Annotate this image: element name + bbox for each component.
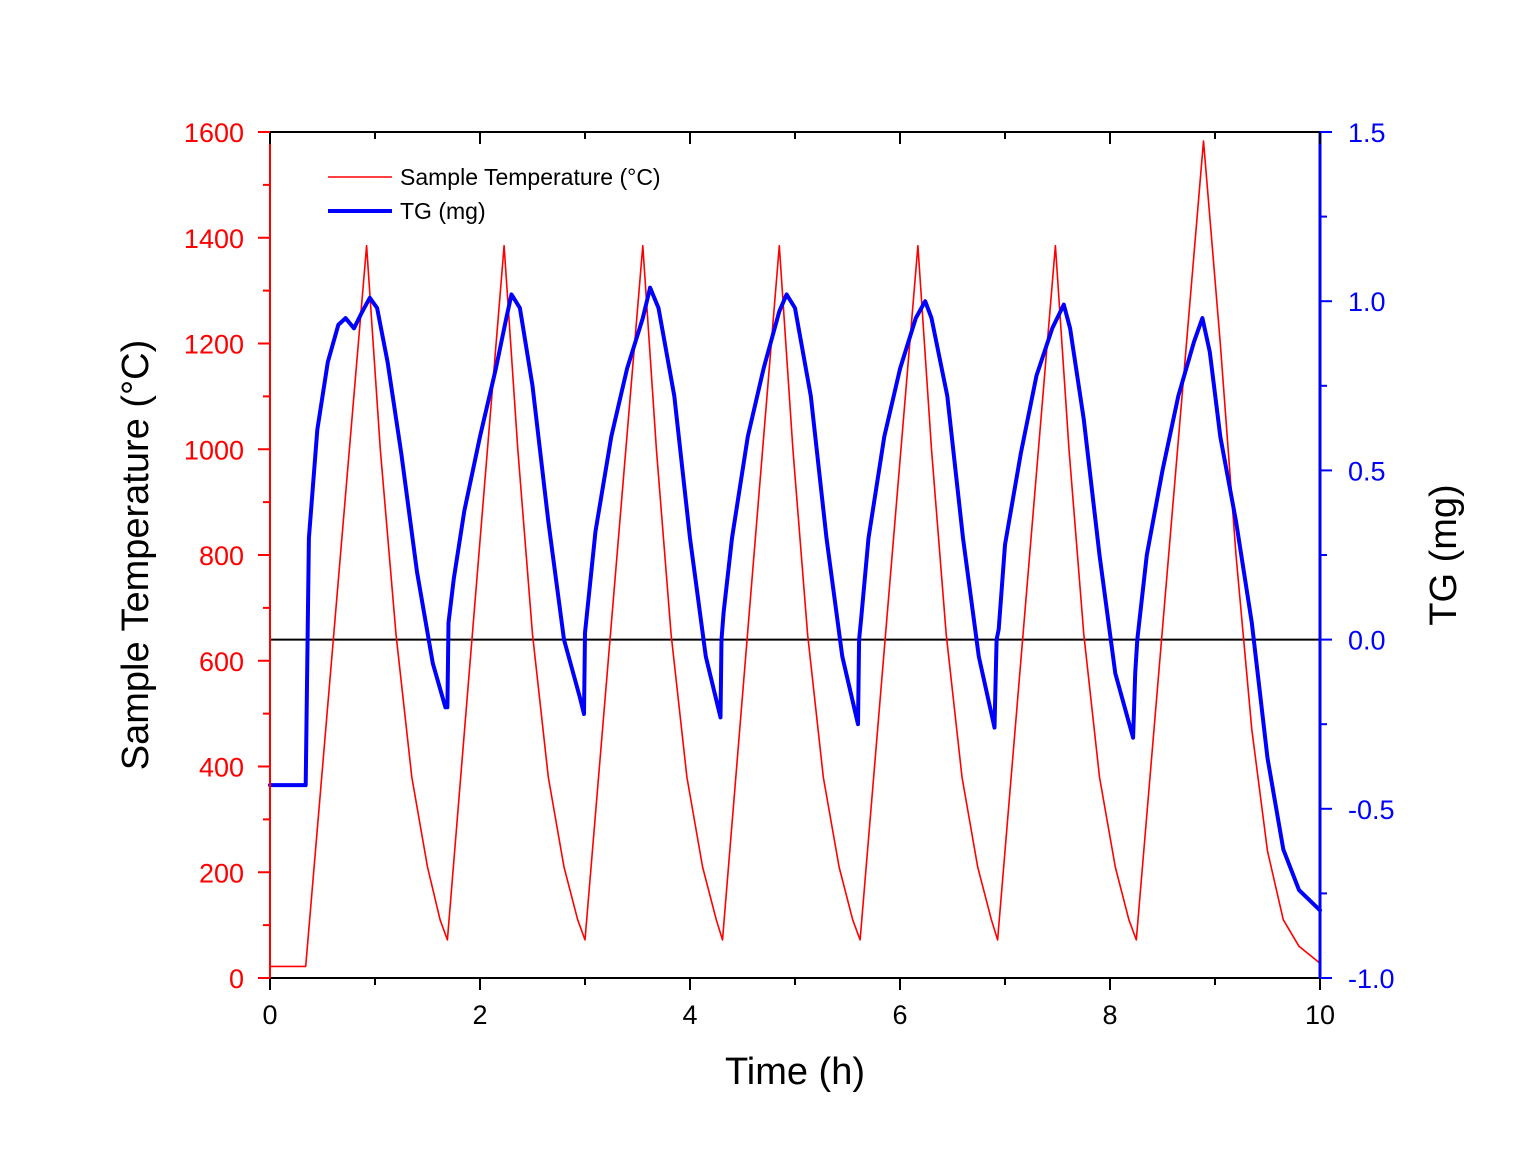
y-right-tick-label: 1.5 xyxy=(1348,118,1386,148)
y-right-tick-label: -0.5 xyxy=(1348,795,1395,825)
x-tick-label: 10 xyxy=(1305,1000,1335,1030)
y-right-tick-label: 1.0 xyxy=(1348,287,1386,317)
legend-label-temperature: Sample Temperature (°C) xyxy=(400,164,661,190)
legend-label-tg: TG (mg) xyxy=(400,198,486,224)
y-left-tick-label: 1000 xyxy=(184,435,244,465)
y-left-axis-title: Sample Temperature (°C) xyxy=(115,340,157,771)
y-right-tick-label: 0.5 xyxy=(1348,456,1386,486)
y-left-tick-label: 1400 xyxy=(184,224,244,254)
x-tick-label: 8 xyxy=(1102,1000,1117,1030)
ticks-layer: 0 2 4 6 8 10 0 200 400 600 800 1000 1200 1400 1600 -1.0… xyxy=(184,118,1395,1030)
y-right-tick-label: 0.0 xyxy=(1348,626,1386,656)
y-left-tick-label: 200 xyxy=(199,858,244,888)
x-tick-label: 6 xyxy=(892,1000,907,1030)
y-left-tick-label: 1600 xyxy=(184,118,244,148)
series-layer xyxy=(268,140,1322,968)
y-left-tick-label: 1200 xyxy=(184,330,244,360)
x-tick-label: 2 xyxy=(472,1000,487,1030)
x-tick-label: 0 xyxy=(262,1000,277,1030)
y-left-tick-label: 600 xyxy=(199,647,244,677)
y-left-tick-label: 0 xyxy=(229,964,244,994)
y-left-tick-label: 800 xyxy=(199,541,244,571)
y-left-tick-label: 400 xyxy=(199,753,244,783)
temperature-series-line xyxy=(269,140,1321,968)
y-right-axis-title: TG (mg) xyxy=(1423,484,1465,625)
legend: Sample Temperature (°C) TG (mg) xyxy=(328,164,661,224)
x-tick-label: 4 xyxy=(682,1000,697,1030)
tg-series-line xyxy=(268,285,1322,913)
x-axis-title: Time (h) xyxy=(725,1051,865,1093)
y-right-tick-label: -1.0 xyxy=(1348,964,1395,994)
